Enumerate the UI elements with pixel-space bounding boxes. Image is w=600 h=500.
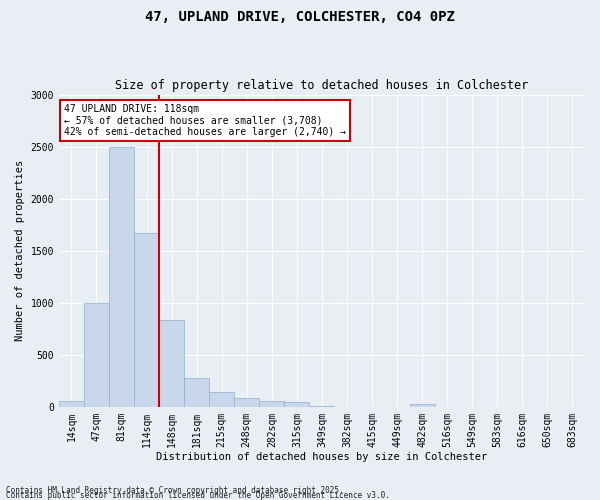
Bar <box>134 233 159 407</box>
Bar <box>59 401 84 407</box>
Text: 47 UPLAND DRIVE: 118sqm
← 57% of detached houses are smaller (3,708)
42% of semi: 47 UPLAND DRIVE: 118sqm ← 57% of detache… <box>64 104 346 137</box>
Y-axis label: Number of detached properties: Number of detached properties <box>15 160 25 342</box>
Text: Contains HM Land Registry data © Crown copyright and database right 2025.: Contains HM Land Registry data © Crown c… <box>6 486 344 495</box>
Bar <box>84 302 109 407</box>
Bar <box>234 398 259 407</box>
Bar <box>159 320 184 407</box>
Bar <box>259 401 284 407</box>
Text: Contains public sector information licensed under the Open Government Licence v3: Contains public sector information licen… <box>6 491 390 500</box>
Text: 47, UPLAND DRIVE, COLCHESTER, CO4 0PZ: 47, UPLAND DRIVE, COLCHESTER, CO4 0PZ <box>145 10 455 24</box>
Bar <box>184 378 209 407</box>
Bar <box>109 146 134 407</box>
Bar <box>410 404 434 407</box>
Bar <box>310 406 334 407</box>
Bar <box>284 402 310 407</box>
Title: Size of property relative to detached houses in Colchester: Size of property relative to detached ho… <box>115 79 529 92</box>
Bar <box>209 392 234 407</box>
X-axis label: Distribution of detached houses by size in Colchester: Distribution of detached houses by size … <box>157 452 488 462</box>
